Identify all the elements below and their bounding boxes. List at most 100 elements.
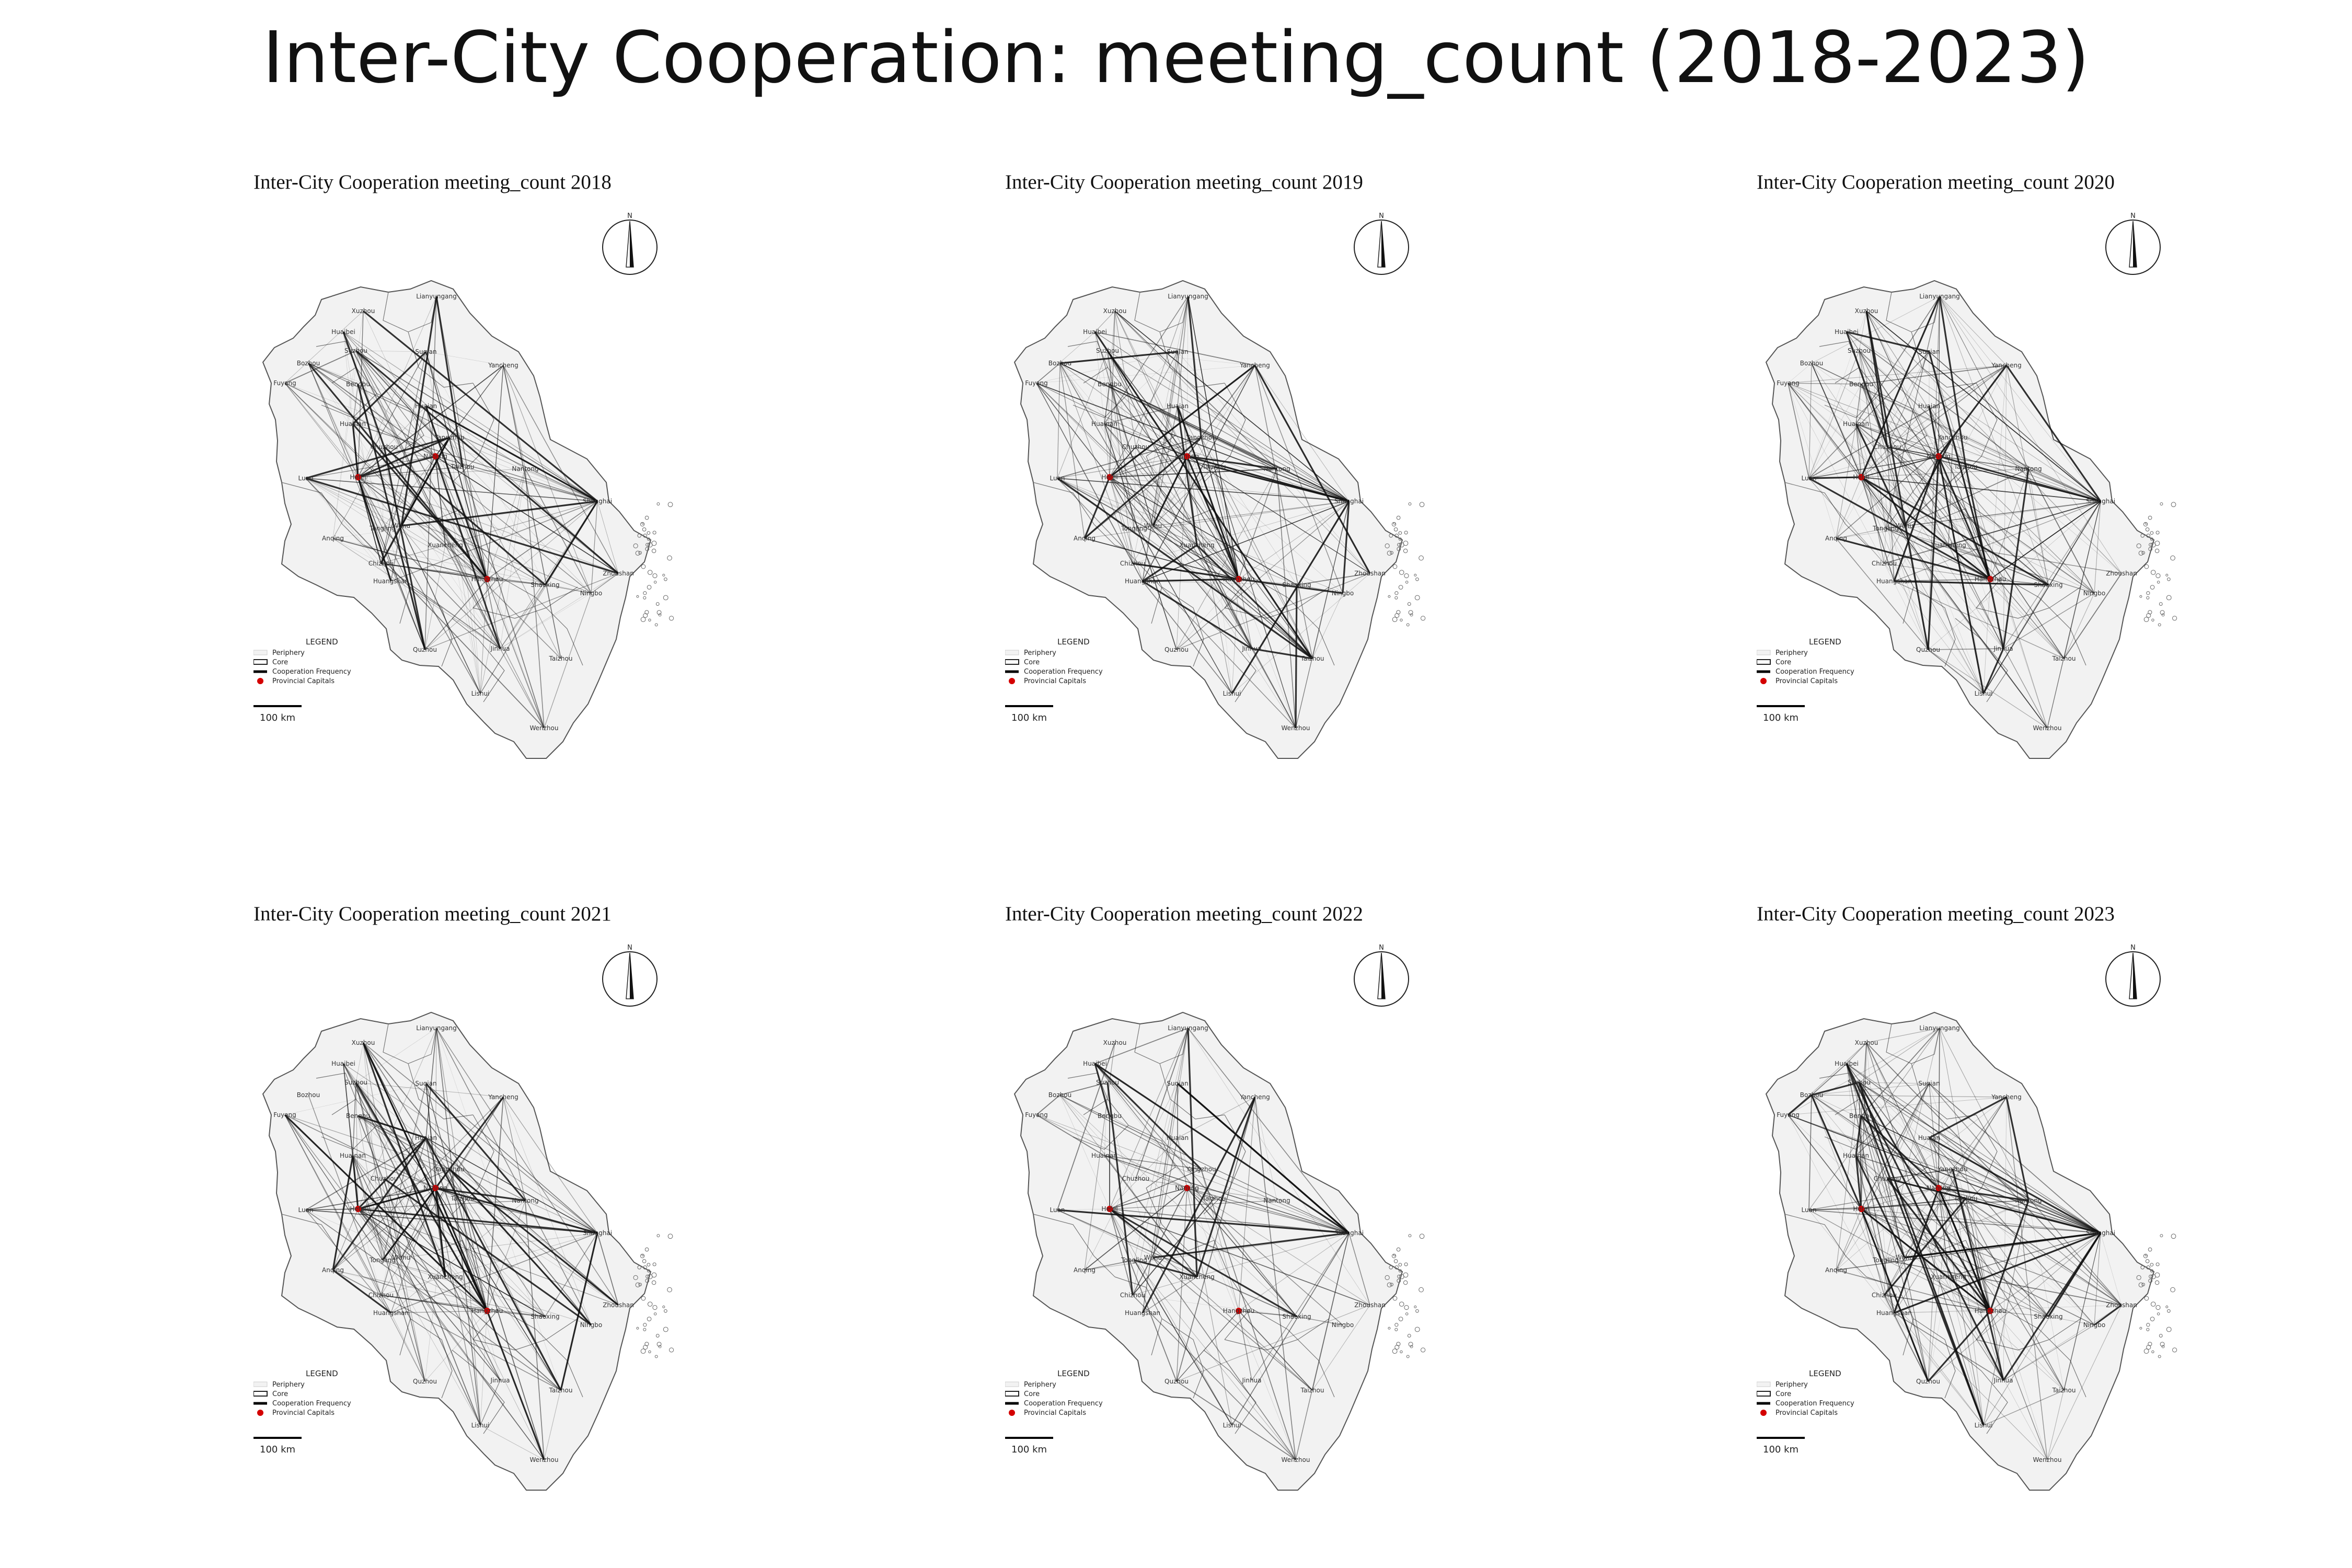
cooperation-edge [305,1209,598,1233]
cooperation-edge [1846,331,1860,351]
cooperation-edge [305,1208,359,1210]
cooperation-edge [1929,351,2101,502]
cooperation-edge [401,501,598,526]
cooperation-edge [381,501,598,564]
city-label: Suqian [415,1080,436,1087]
cooperation-edge [1142,501,1350,582]
cooperation-edge [343,331,619,574]
cooperation-edge [355,350,488,580]
cooperation-edge [1348,1232,1370,1306]
cooperation-edge [1811,363,2029,469]
panel-title: Inter-City Cooperation meeting_count 202… [253,903,612,925]
cooperation-edge [381,501,598,564]
city-label: Huaibei [1835,1060,1859,1067]
cooperation-edge [1109,477,1297,585]
cooperation-edge [2047,501,2101,729]
cooperation-edge [362,1042,446,1277]
cooperation-edge [1866,1042,1984,1426]
cooperation-edge [503,365,526,469]
legend-item-label: Periphery [1775,649,1808,657]
cooperation-edge [1238,578,1343,594]
cooperation-edge [1187,296,1239,580]
cooperation-edge [1059,363,1187,457]
cooperation-edge [1861,365,2007,385]
island [2159,602,2163,606]
cooperation-edge [1859,350,2122,574]
cooperation-edge [1109,477,1232,694]
cooperation-edge [1788,383,1862,385]
cooperation-edge [1811,363,1939,457]
cooperation-edge [2005,365,2102,502]
cooperation-edge [358,1208,546,1317]
island [1415,577,1419,581]
cooperation-edge [425,351,488,580]
cooperation-edge [1788,383,1939,457]
cooperation-edge [503,365,561,659]
island [1405,1312,1409,1316]
cooperation-edge [363,1042,383,1261]
north-label: N [627,212,632,220]
cooperation-edge [1861,1208,2122,1306]
cooperation-edge [597,501,619,574]
cooperation-edge [352,1155,463,1199]
cooperation-edge [1036,383,1133,564]
city-label: Chizhou [368,560,394,567]
cooperation-edge [1295,501,1350,729]
city-label: Anqing [322,535,344,542]
island [1404,573,1409,579]
island [1388,1327,1391,1330]
cooperation-edge [1109,310,1115,478]
cooperation-edge [284,1114,383,1261]
cooperation-edge [1861,476,1991,580]
cooperation-edge [1177,406,1239,580]
cooperation-edge [1811,363,1862,478]
cooperation-edge [1107,350,1239,580]
city-label: Nanjing [1927,453,1951,460]
cooperation-edge [1885,528,1991,580]
cooperation-edge [382,528,501,649]
cooperation-edge [1861,1198,1966,1209]
cooperation-edge [425,406,488,580]
city-label: Huaibei [1083,1060,1107,1067]
cooperation-edge [1177,406,1313,659]
island [2143,522,2148,527]
cooperation-edge [284,1114,383,1261]
cooperation-edge [1186,455,1277,470]
cooperation-edge [1109,1208,1313,1391]
cooperation-edge [1312,1305,1370,1391]
cooperation-edge [1887,446,2095,594]
cooperation-edge [487,468,526,580]
cooperation-edge [1887,446,2101,502]
provincial-capital-marker [1987,576,1993,582]
cooperation-edge [382,525,402,529]
cooperation-edge [1176,1310,1239,1382]
cooperation-edge [1887,1178,2029,1201]
city-label: Bengbu [1849,1112,1873,1120]
cooperation-edge [1109,351,1178,478]
cooperation-edge [545,584,592,594]
island [638,551,642,555]
island [662,1305,665,1308]
cooperation-edge [401,525,488,580]
cooperation-edge [1861,477,1984,694]
cooperation-edge [1846,1063,2004,1381]
city-boundary [1955,618,2008,702]
cooperation-edge [503,365,592,594]
cooperation-edge [425,1083,598,1233]
cooperation-edge [1855,1155,1895,1313]
cooperation-edge [1114,310,1350,502]
cooperation-edge [1251,648,1313,660]
cooperation-edge [487,1310,546,1317]
cooperation-edge [1057,478,1154,526]
cooperation-edge [1196,1097,1256,1277]
cooperation-edge [1887,446,1939,457]
city-label: Hangzhou [471,575,503,583]
cooperation-edge [1990,501,2101,580]
cooperation-edge [1109,1208,1370,1306]
cooperation-edge [305,478,383,529]
island [1393,527,1398,532]
cooperation-edge [284,383,436,457]
panel-title: Inter-City Cooperation meeting_count 201… [1005,171,1363,193]
island [1390,1283,1393,1286]
cooperation-edge [435,1187,598,1233]
